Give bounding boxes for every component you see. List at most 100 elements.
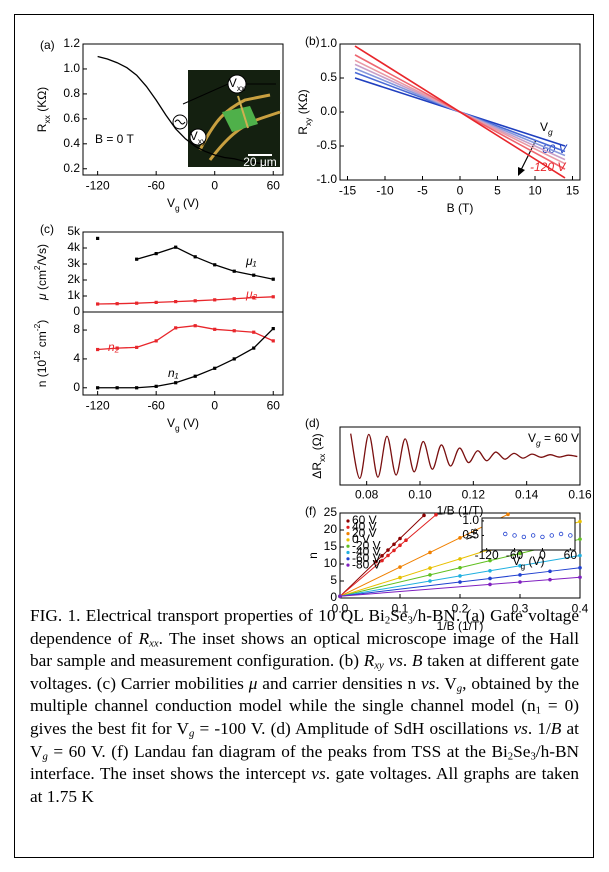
data-point — [392, 548, 396, 553]
data-point — [458, 565, 462, 570]
data-point — [193, 324, 197, 328]
caption-run: vs — [420, 673, 436, 693]
y-tick-label: 20 — [324, 522, 338, 536]
data-point — [578, 519, 582, 524]
plot-frame — [82, 311, 284, 396]
legend-label: 0 V — [352, 532, 370, 546]
data-point — [380, 554, 384, 558]
data-point — [193, 255, 197, 259]
text-run: = 60 V — [541, 431, 579, 445]
panel-label: (a) — [40, 38, 55, 52]
data-point — [252, 346, 256, 350]
y-axis-label: Rxx (KΩ) — [35, 87, 52, 132]
text-run: V — [528, 431, 536, 445]
y-tick-label: 1.0 — [320, 36, 337, 50]
data-point — [521, 534, 527, 540]
data-point — [548, 569, 552, 574]
text-run: n (10 — [35, 360, 49, 388]
y-tick-label: 2k — [67, 272, 81, 286]
x-tick-label: -10 — [376, 184, 394, 198]
data-point — [458, 574, 462, 578]
x-tick-label: 0.08 — [355, 488, 379, 502]
caption-run: at V — [30, 718, 579, 761]
data-point — [380, 558, 384, 563]
caption-run: . 1/ — [527, 718, 551, 738]
text-run: g — [521, 561, 526, 571]
legend-label: -20 V — [352, 538, 381, 552]
series-line — [339, 567, 581, 597]
legend-marker — [346, 538, 350, 542]
data-point — [154, 300, 158, 304]
series-line — [339, 555, 581, 597]
text-run: V — [167, 416, 175, 430]
x-tick-label: -60 — [147, 399, 165, 413]
data-point — [518, 551, 522, 556]
y-tick-label: 0.5 — [462, 528, 479, 542]
text-run: γ — [462, 534, 476, 540]
x-tick-label: 0.1 — [392, 602, 409, 616]
legend-marker — [346, 519, 350, 523]
legend-label: 20 V — [352, 526, 377, 540]
text-run: -2 — [32, 323, 42, 331]
caption-run: and carrier densities n — [257, 673, 421, 693]
x-tick-label: -120 — [475, 548, 499, 562]
text-run: xx — [317, 453, 327, 462]
data-point — [115, 302, 119, 306]
legend-marker — [346, 532, 350, 536]
data-point — [404, 538, 408, 542]
data-point — [488, 582, 492, 587]
data-point — [488, 576, 492, 581]
y-tick-label: 0 — [73, 304, 80, 318]
x-tick-label: 0.12 — [462, 488, 486, 502]
caption-run: xx — [149, 637, 159, 650]
y-tick-label: 1k — [67, 288, 81, 302]
annotation: 20 μm — [243, 155, 277, 169]
y-tick-label: 0.6 — [63, 111, 80, 125]
data-point — [578, 537, 582, 541]
caption-run: = 60 V. (f) Landau fan diagram of the pe… — [47, 741, 508, 761]
caption-run: vs — [388, 651, 403, 671]
text-run: xx — [237, 83, 246, 93]
caption-run: 2 — [384, 614, 391, 627]
y-tick-label: 15 — [324, 539, 338, 553]
text-run: n — [306, 552, 320, 559]
data-point — [232, 269, 236, 273]
x-axis-label: 1/B (1/T) — [437, 504, 484, 518]
data-point — [252, 273, 256, 277]
x-tick-label: 0.2 — [452, 602, 469, 616]
y-tick-label: 0.0 — [320, 104, 337, 118]
data-point — [135, 345, 139, 349]
data-point — [154, 252, 158, 256]
text-run: V — [190, 129, 198, 143]
data-point — [271, 327, 275, 331]
series-line — [97, 55, 274, 166]
text-run: R — [296, 126, 310, 135]
caption-run: . — [402, 651, 412, 671]
y-tick-label: 1.0 — [462, 513, 479, 527]
y-axis-label: n (1012 cm-2) — [32, 320, 49, 387]
border — [14, 14, 594, 858]
data-point — [135, 257, 139, 261]
data-point — [154, 339, 158, 343]
x-axis-label: Vg (V) — [512, 554, 544, 571]
data-point — [96, 236, 100, 240]
series-label: μ₂ — [245, 287, 258, 301]
legend-marker — [346, 557, 350, 561]
data-point — [398, 565, 402, 569]
legend-label: 60 V — [352, 513, 377, 527]
x-tick-label: 0 — [211, 399, 218, 413]
y-tick-label: 5k — [67, 224, 81, 238]
series-line — [97, 328, 274, 389]
y-tick-label: 3k — [67, 256, 81, 270]
legend-label: -40 V — [352, 545, 381, 559]
x-tick-label: 0 — [457, 184, 464, 198]
data-point — [488, 569, 492, 573]
x-tick-label: -15 — [339, 184, 357, 198]
x-tick-label: 15 — [566, 184, 580, 198]
y-tick-label: 0 — [73, 380, 80, 394]
data-point — [115, 346, 119, 350]
text-run: B — [469, 528, 479, 534]
caption-run: 2 — [507, 750, 514, 763]
data-point — [518, 563, 522, 568]
caption-run: taken at different gate voltages. (c) Ca… — [30, 651, 580, 693]
